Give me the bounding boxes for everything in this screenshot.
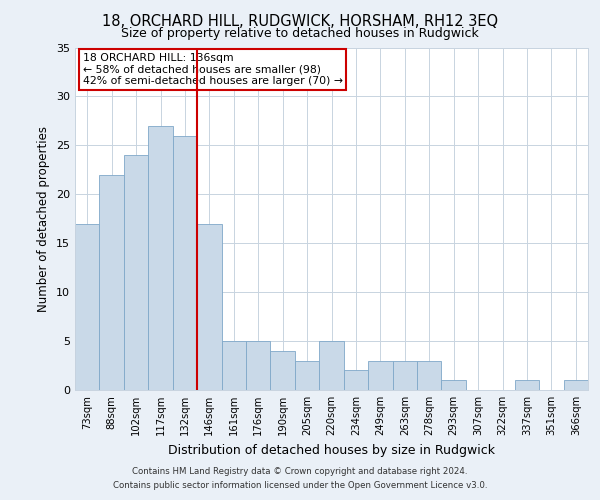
Text: Contains public sector information licensed under the Open Government Licence v3: Contains public sector information licen…	[113, 481, 487, 490]
Bar	[442, 380, 466, 390]
Bar	[515, 380, 539, 390]
Bar	[392, 360, 417, 390]
Bar	[319, 341, 344, 390]
Bar	[148, 126, 173, 390]
Bar	[100, 174, 124, 390]
Bar	[344, 370, 368, 390]
Bar	[417, 360, 442, 390]
X-axis label: Distribution of detached houses by size in Rudgwick: Distribution of detached houses by size …	[168, 444, 495, 456]
Text: Size of property relative to detached houses in Rudgwick: Size of property relative to detached ho…	[121, 28, 479, 40]
Y-axis label: Number of detached properties: Number of detached properties	[37, 126, 50, 312]
Bar	[246, 341, 271, 390]
Bar	[295, 360, 319, 390]
Bar	[75, 224, 100, 390]
Bar	[173, 136, 197, 390]
Bar	[197, 224, 221, 390]
Bar	[124, 155, 148, 390]
Text: Contains HM Land Registry data © Crown copyright and database right 2024.: Contains HM Land Registry data © Crown c…	[132, 467, 468, 476]
Text: 18, ORCHARD HILL, RUDGWICK, HORSHAM, RH12 3EQ: 18, ORCHARD HILL, RUDGWICK, HORSHAM, RH1…	[102, 14, 498, 29]
Bar	[563, 380, 588, 390]
Bar	[271, 351, 295, 390]
Bar	[368, 360, 392, 390]
Text: 18 ORCHARD HILL: 136sqm
← 58% of detached houses are smaller (98)
42% of semi-de: 18 ORCHARD HILL: 136sqm ← 58% of detache…	[83, 52, 343, 86]
Bar	[221, 341, 246, 390]
